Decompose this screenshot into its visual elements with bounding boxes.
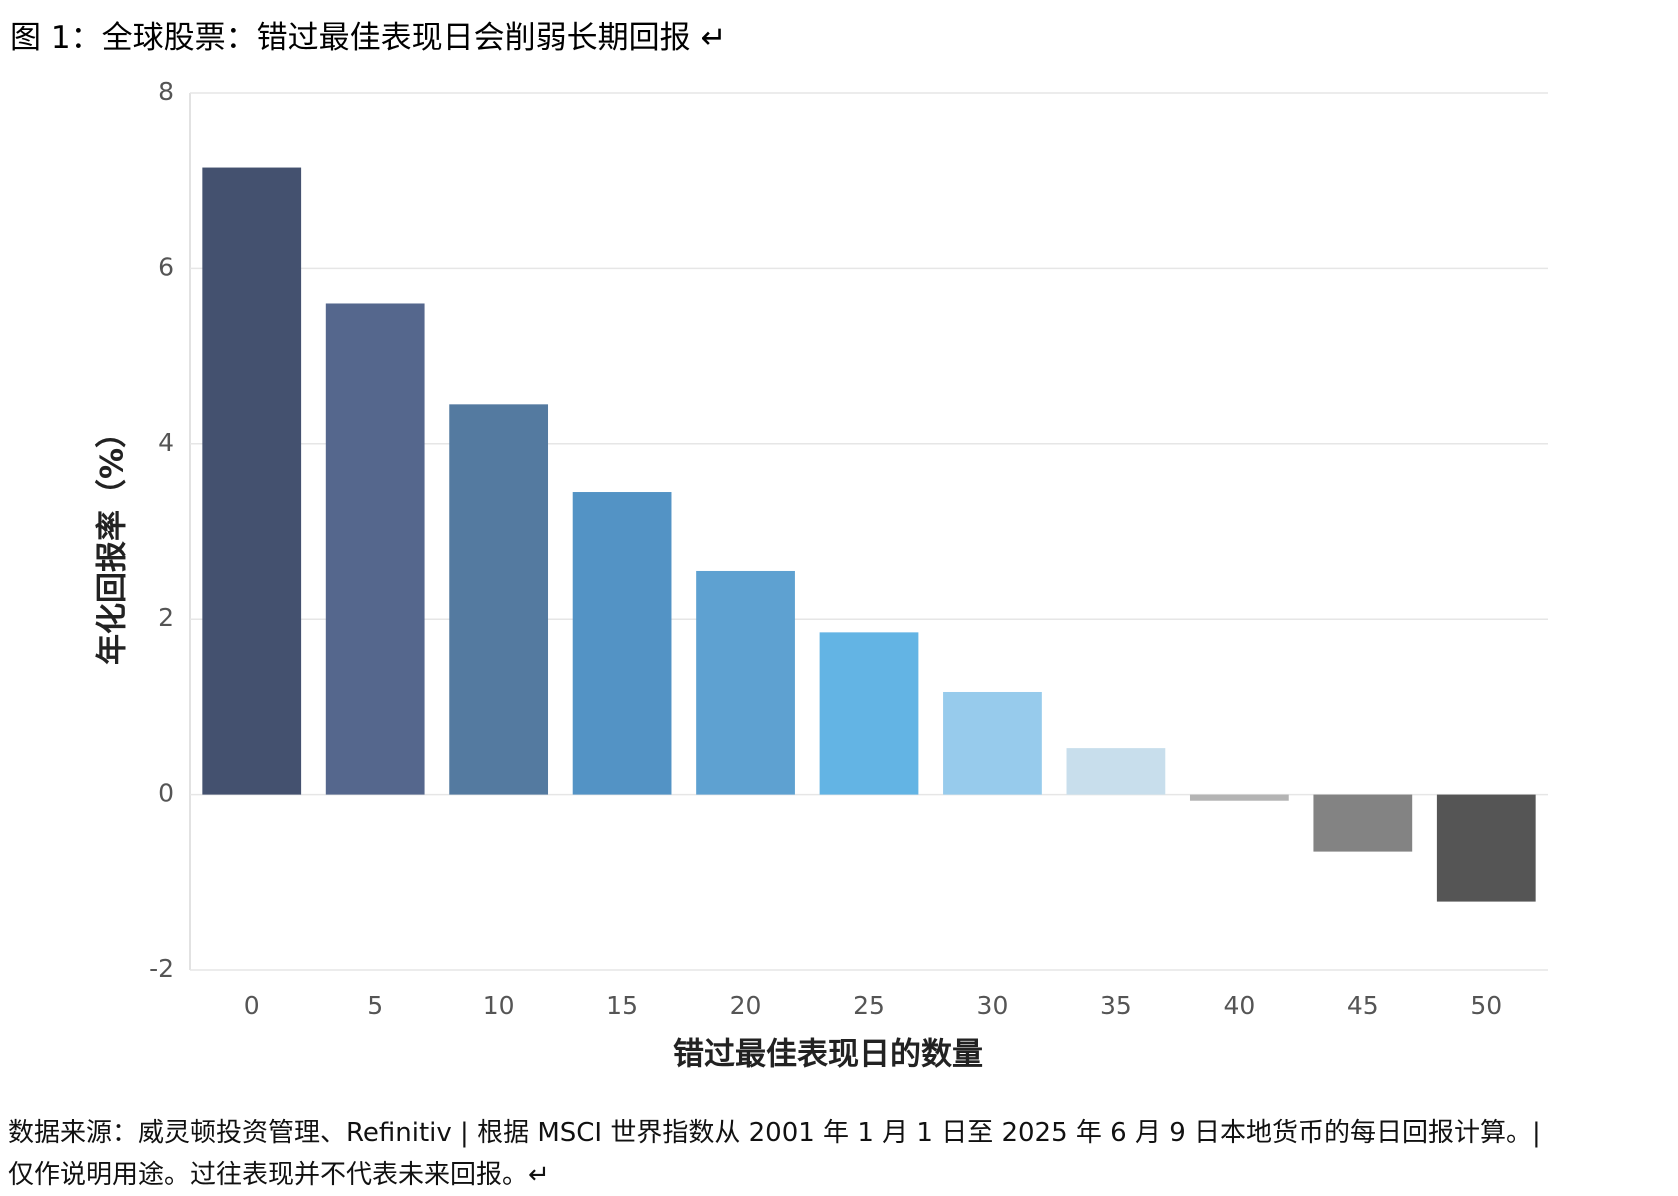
x-tick-label: 15: [606, 991, 638, 1020]
bar: [1313, 794, 1413, 852]
y-axis-title: 年化回报率（%）: [95, 417, 131, 665]
y-tick-label: -2: [149, 954, 174, 983]
bar: [819, 632, 919, 795]
x-tick-label: 50: [1470, 991, 1502, 1020]
y-tick-label: 6: [158, 252, 174, 281]
footnote: 数据来源：威灵顿投资管理、Refinitiv | 根据 MSCI 世界指数从 2…: [8, 1118, 1541, 1190]
bar: [325, 303, 425, 795]
bar: [202, 167, 302, 795]
y-tick-label: 2: [158, 603, 174, 632]
bar: [449, 404, 549, 795]
x-tick-label: 45: [1347, 991, 1379, 1020]
y-tick-label: 8: [158, 77, 174, 106]
x-tick-label: 30: [977, 991, 1009, 1020]
x-tick-label: 0: [244, 991, 260, 1020]
chart-title: 图 1：全球股票：错过最佳表现日会削弱长期回报 ↵: [10, 20, 727, 56]
bar: [1436, 794, 1536, 902]
x-tick-label: 25: [853, 991, 885, 1020]
y-tick-label: 4: [158, 428, 174, 457]
bar: [943, 691, 1042, 795]
x-tick-label: 5: [367, 991, 383, 1020]
x-tick-label: 35: [1100, 991, 1132, 1020]
bar: [1066, 748, 1166, 795]
x-tick-label: 20: [730, 991, 762, 1020]
chart: 错过最佳表现日的数量 年化回报率（%） -2 0 2 4 6 8 0 5 10 15 20 25 30 3…: [95, 77, 1548, 1073]
x-tick-label: 10: [483, 991, 515, 1020]
y-tick-label: 0: [158, 779, 174, 808]
bar: [1189, 794, 1289, 801]
bar: [696, 570, 795, 795]
x-tick-label: 40: [1223, 991, 1255, 1020]
x-axis-title: 错过最佳表现日的数量: [673, 1037, 983, 1073]
bar: [572, 492, 672, 795]
